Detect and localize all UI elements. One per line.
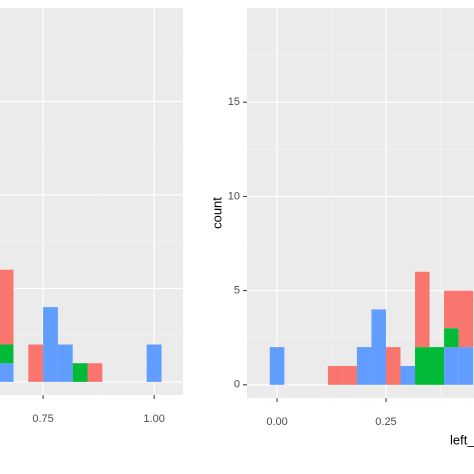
- histogram-bar: [356, 347, 372, 385]
- histogram-bar: [0, 269, 14, 345]
- chart-panel: 0.00 0.25 0 5 10 15 count left_: [209, 8, 474, 447]
- histogram-bar: [0, 344, 14, 364]
- histogram-bar: [458, 290, 474, 348]
- x-tick-label: 1.00: [143, 413, 164, 425]
- histogram-bar: [342, 365, 357, 385]
- chart-panel: 0.75 1.00: [0, 8, 183, 425]
- histogram-bar: [43, 307, 58, 382]
- plot-area: [0, 8, 183, 395]
- histogram-bar: [371, 309, 386, 385]
- histogram-bar: [444, 290, 459, 329]
- histogram-bar: [444, 328, 459, 348]
- histogram-bar: [429, 347, 445, 385]
- y-tick-label: 10: [228, 190, 240, 202]
- x-tick-label: 0.75: [32, 413, 53, 425]
- histogram-bar: [327, 365, 343, 385]
- histogram-bar: [269, 347, 285, 385]
- histogram-bar: [385, 347, 401, 385]
- x-tick-label: 0.25: [375, 416, 396, 428]
- y-tick-label: 15: [228, 96, 240, 108]
- histogram-bar: [0, 363, 14, 382]
- y-tick-label: 0: [234, 379, 240, 391]
- y-axis-title: count: [209, 197, 224, 229]
- histogram-bar: [444, 347, 459, 385]
- histogram-bar: [458, 347, 474, 385]
- plot-area: [247, 8, 474, 398]
- histogram-bar: [57, 344, 73, 382]
- histogram-bar: [87, 363, 103, 382]
- x-tick-label: 0.00: [266, 416, 287, 428]
- x-axis-title: left_: [450, 432, 474, 447]
- histogram-bar: [146, 344, 162, 382]
- y-tick-label: 5: [234, 285, 240, 297]
- histogram-bar: [415, 347, 430, 385]
- panel-background: [0, 8, 183, 395]
- histogram-bar: [415, 271, 430, 348]
- histogram-bar: [72, 363, 88, 382]
- histogram-bar: [400, 365, 416, 385]
- panel-background: [247, 8, 474, 398]
- histogram-bar: [28, 344, 44, 382]
